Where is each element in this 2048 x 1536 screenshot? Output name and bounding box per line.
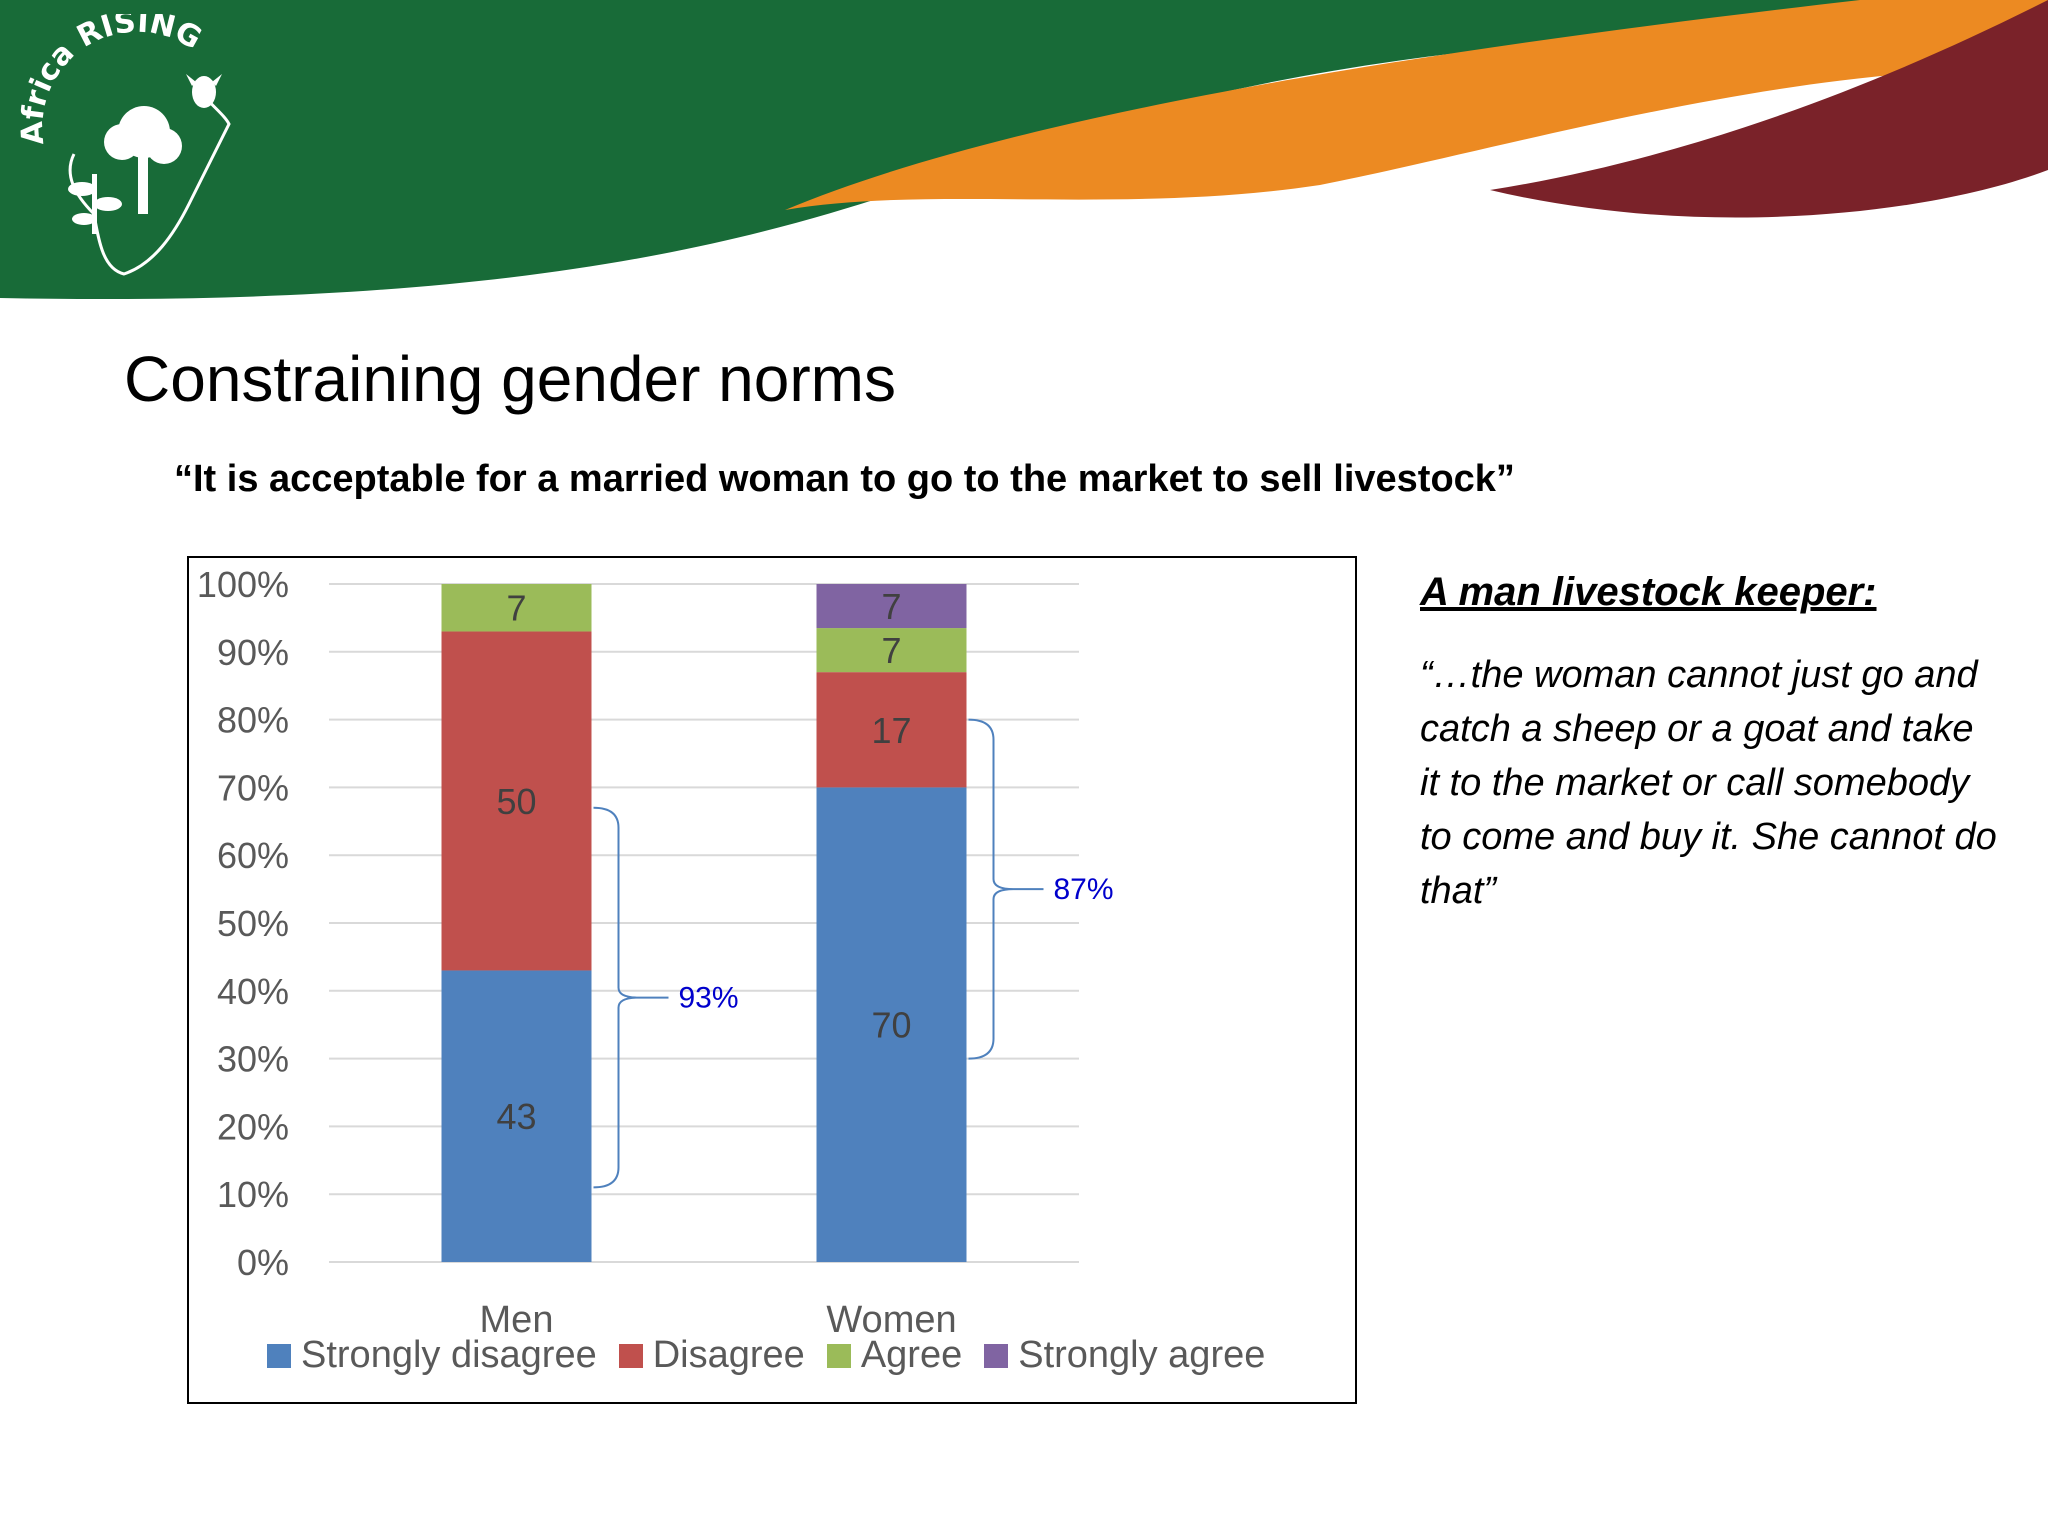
banner-orange-swoosh: [785, 0, 2048, 210]
bar-segment: [441, 631, 592, 971]
legend-item-agree: Agree: [826, 1334, 963, 1377]
banner-maroon-swoosh: [1490, 0, 2048, 218]
data-label: 7: [881, 630, 901, 671]
africa-outline-icon: [68, 83, 231, 276]
data-label: 50: [496, 781, 536, 822]
y-tick-label: 100%: [197, 564, 289, 605]
y-tick-label: 70%: [217, 767, 289, 808]
bracket-annotation: [968, 718, 1044, 1060]
chart-frame: 0% 10% 20% 30% 40% 50% 60% 70% 80% 90% 100% 43 50 7 Me…: [187, 556, 1357, 1404]
data-label: 7: [506, 588, 526, 629]
data-label: 70: [871, 1005, 911, 1046]
bracket-label: 93%: [679, 982, 739, 1015]
banner-green-wave: [0, 0, 2048, 300]
y-tick-label: 0%: [237, 1242, 289, 1283]
bar-segment: [441, 970, 592, 1262]
y-tick-label: 80%: [217, 700, 289, 741]
y-tick-label: 30%: [217, 1039, 289, 1080]
legend-label: Agree: [860, 1334, 963, 1376]
x-tick-label: Men: [480, 1299, 554, 1341]
y-tick-label: 20%: [217, 1106, 289, 1147]
bracket-annotation: [593, 806, 669, 1189]
legend-item-disagree: Disagree: [618, 1334, 805, 1377]
y-tick-label: 90%: [217, 632, 289, 673]
logo-wordmark: Africa RISING: [15, 14, 207, 146]
plant-icon: [68, 174, 122, 234]
cow-head-icon: [186, 74, 222, 108]
bracket-label: 87%: [1054, 873, 1114, 906]
svg-text:Africa RISING: Africa RISING: [15, 14, 207, 146]
quote-text: “…the woman cannot just go and catch a s…: [1420, 654, 1997, 912]
legend-swatch: [267, 1343, 291, 1368]
data-label: 43: [496, 1096, 536, 1137]
survey-question: “It is acceptable for a married woman to…: [174, 458, 1515, 500]
y-tick-label: 60%: [217, 835, 289, 876]
bar-segment: [441, 584, 592, 632]
tree-icon: [104, 106, 182, 214]
y-tick-label: 10%: [217, 1174, 289, 1215]
data-label: 17: [871, 710, 911, 751]
bar-segment: [816, 628, 967, 673]
africa-rising-logo: Africa RISING: [14, 14, 244, 284]
x-tick-label: Women: [826, 1299, 956, 1341]
y-tick-label: 40%: [217, 971, 289, 1012]
y-tick-label: 50%: [217, 903, 289, 944]
bar-segment: [816, 672, 967, 788]
stacked-bar-chart: 0% 10% 20% 30% 40% 50% 60% 70% 80% 90% 100% 43 50 7 Me…: [197, 564, 1114, 1341]
legend-swatch: [826, 1343, 851, 1368]
bar-segment: [816, 584, 967, 629]
legend-swatch: [618, 1343, 643, 1368]
legend-item-strongly-agree: Strongly agree: [984, 1334, 1265, 1377]
slide-title: Constraining gender norms: [124, 343, 896, 415]
data-label: 7: [881, 586, 901, 627]
chart-legend: Strongly disagree Disagree Agree Strongl…: [267, 1334, 1265, 1377]
legend-label: Disagree: [652, 1334, 805, 1376]
legend-label: Strongly disagree: [301, 1334, 597, 1376]
legend-label: Strongly agree: [1018, 1334, 1266, 1376]
legend-swatch: [984, 1343, 1009, 1368]
header-banner: [0, 0, 2048, 300]
legend-item-strongly-disagree: Strongly disagree: [267, 1334, 597, 1377]
quote-heading: A man livestock keeper:: [1420, 570, 1877, 614]
bar-segment: [816, 787, 967, 1262]
